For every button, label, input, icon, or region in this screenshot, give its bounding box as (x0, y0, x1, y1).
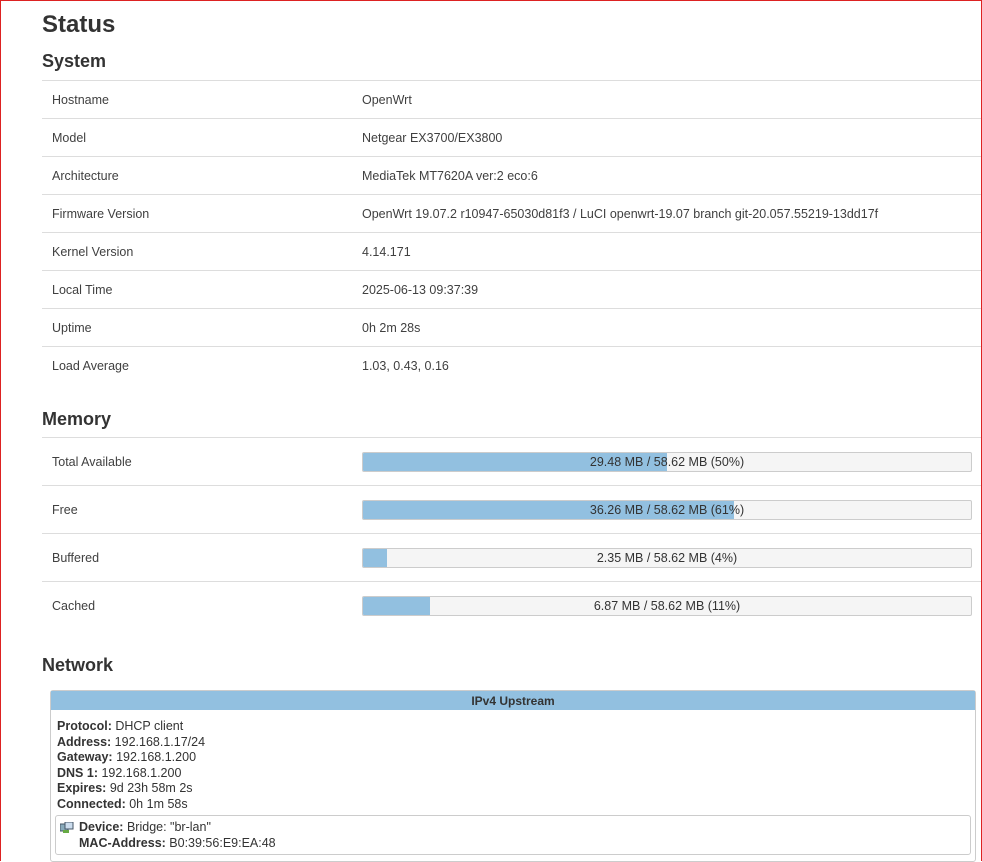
row-label: Hostname (52, 93, 109, 107)
table-row: Firmware Version OpenWrt 19.07.2 r10947-6… (42, 194, 981, 233)
field-value: 0h 1m 58s (129, 796, 188, 811)
row-label: Kernel Version (52, 245, 134, 259)
row-label: Architecture (52, 169, 119, 183)
row-value: 0h 2m 28s (362, 321, 421, 335)
table-row: Load Average 1.03, 0.43, 0.16 (42, 346, 981, 385)
field-line: Address: 192.168.1.17/24 (57, 735, 205, 751)
field-line: Expires: 9d 23h 58m 2s (57, 781, 205, 797)
field-line: Device: Bridge: "br-lan" (79, 820, 276, 836)
progress-bar: 36.26 MB / 58.62 MB (61%) (362, 500, 972, 520)
field-value: Bridge: "br-lan" (126, 820, 211, 834)
table-row: Kernel Version 4.14.171 (42, 232, 981, 271)
field-line: DNS 1: 192.168.1.200 (57, 766, 205, 782)
row-label: Local Time (52, 283, 113, 297)
device-icon (60, 822, 74, 833)
field-label: Device: (79, 820, 124, 834)
table-row: Uptime 0h 2m 28s (42, 308, 981, 347)
field-line: Gateway: 192.168.1.200 (57, 750, 205, 766)
progress-bar: 6.87 MB / 58.62 MB (11%) (362, 596, 972, 616)
progress-fill (363, 501, 734, 519)
table-row: Free 36.26 MB / 58.62 MB (61%) (42, 485, 981, 534)
row-value: OpenWrt 19.07.2 r10947-65030d81f3 / LuCI… (362, 207, 879, 221)
field-value: DHCP client (115, 719, 184, 733)
progress-bar: 29.48 MB / 58.62 MB (50%) (362, 452, 972, 472)
row-label: Free (52, 503, 78, 517)
field-value: B0:39:56:E9:EA:48 (169, 835, 276, 850)
section-heading: Memory (42, 409, 112, 429)
field-label: Address: (57, 734, 112, 749)
row-label: Load Average (52, 359, 129, 373)
row-label: Model (52, 131, 87, 145)
progress-text: 36.26 MB / 58.62 MB (61%) (589, 503, 745, 517)
row-value: 1.03, 0.43, 0.16 (362, 359, 449, 373)
table-row: Cached 6.87 MB / 58.62 MB (11%) (42, 581, 981, 630)
device-fields: Device: Bridge: "br-lan" MAC-Address: B0:… (79, 820, 276, 851)
progress-fill (363, 597, 430, 615)
row-value: OpenWrt (362, 93, 412, 107)
page-title: Status (42, 11, 116, 38)
upstream-title: IPv4 Upstream (51, 691, 975, 710)
table-row: Hostname OpenWrt (42, 80, 981, 119)
upstream-fields: Protocol: DHCP client Address: 192.168.1.… (57, 719, 205, 812)
section-heading: Network (42, 655, 114, 675)
table-row: Local Time 2025-06-13 09:37:39 (42, 270, 981, 309)
upstream-box: IPv4 Upstream Protocol: DHCP client Addre… (50, 690, 976, 862)
table-row: Buffered 2.35 MB / 58.62 MB (4%) (42, 533, 981, 582)
progress-text: 2.35 MB / 58.62 MB (4%) (596, 551, 738, 565)
row-value: 2025-06-13 09:37:39 (362, 283, 479, 297)
section-heading: System (42, 51, 107, 71)
field-label: DNS 1: (57, 765, 98, 780)
table-row: Model Netgear EX3700/EX3800 (42, 118, 981, 157)
field-line: Connected: 0h 1m 58s (57, 797, 205, 813)
field-value: 192.168.1.200 (101, 765, 182, 780)
progress-text: 6.87 MB / 58.62 MB (11%) (593, 599, 741, 613)
device-box: Device: Bridge: "br-lan" MAC-Address: B0:… (55, 815, 971, 855)
field-label: Gateway: (57, 750, 113, 764)
row-label: Cached (52, 599, 96, 613)
table-row: Architecture MediaTek MT7620A ver:2 eco:6 (42, 156, 981, 195)
field-label: Connected: (57, 796, 126, 811)
row-value: MediaTek MT7620A ver:2 eco:6 (362, 169, 538, 183)
field-value: 9d 23h 58m 2s (109, 781, 193, 795)
field-value: 192.168.1.200 (116, 750, 197, 764)
progress-fill (363, 453, 667, 471)
row-label: Uptime (52, 321, 92, 335)
field-value: 192.168.1.17/24 (114, 734, 206, 749)
progress-bar: 2.35 MB / 58.62 MB (4%) (362, 548, 972, 568)
table-row: Total Available 29.48 MB / 58.62 MB (50%) (42, 437, 981, 486)
row-label: Buffered (52, 551, 100, 565)
row-label: Total Available (52, 455, 132, 469)
row-label: Firmware Version (52, 207, 150, 221)
field-line: Protocol: DHCP client (57, 719, 205, 735)
progress-text: 29.48 MB / 58.62 MB (50%) (589, 455, 745, 469)
field-label: Expires: (57, 781, 107, 795)
field-label: MAC-Address: (79, 835, 166, 850)
field-line: MAC-Address: B0:39:56:E9:EA:48 (79, 836, 276, 852)
row-value: 4.14.171 (362, 245, 411, 259)
row-value: Netgear EX3700/EX3800 (362, 131, 503, 145)
field-label: Protocol: (57, 719, 112, 733)
progress-fill (363, 549, 388, 567)
